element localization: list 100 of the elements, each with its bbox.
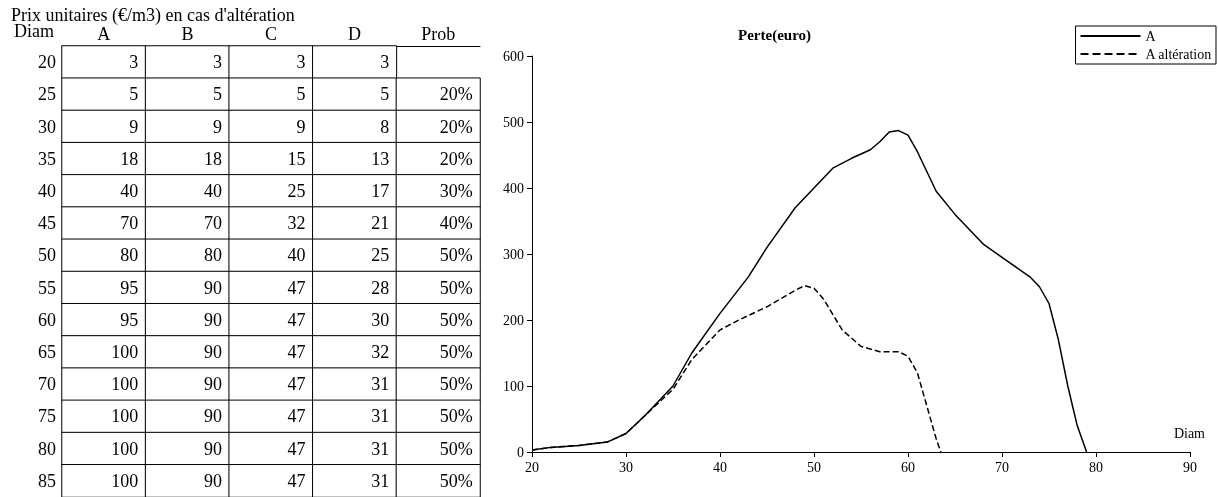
data-label: 40 [120,180,139,201]
y-tick-label: 45 [38,213,56,234]
data-label: 47 [287,309,306,330]
y-tick-label: 20 [38,52,56,73]
data-label: 47 [287,470,306,491]
y-tick-label: 40 [38,180,56,201]
data-label: 31 [371,374,390,395]
data-label: 70 [203,213,222,234]
data-label: 25 [371,245,390,266]
data-label: 47 [287,342,306,363]
x-tick-label: 20 [525,459,539,475]
data-label: 30 [371,309,390,330]
data-label: 90 [203,438,222,459]
data-label: 40 [203,180,222,201]
legend-label: A altération [1145,46,1212,62]
y-tick-label: 85 [38,470,56,491]
data-label: 80 [120,245,139,266]
x-axis-title: Diam [1173,425,1206,441]
y-tick-label: 30 [38,116,56,137]
data-label: 3 [296,52,306,73]
x-tick-label: C [264,24,278,44]
data-label: 50% [439,277,473,298]
data-label: 100 [111,374,139,395]
data-label: 25 [287,180,306,201]
data-label: 40 [287,245,306,266]
x-tick-label: B [181,24,194,44]
data-label: 70 [120,213,139,234]
data-label: 100 [111,406,139,427]
y-tick-label: 65 [38,342,56,363]
y-tick-label: 200 [503,312,524,328]
data-label: 100 [111,438,139,459]
data-label: 18 [203,148,222,169]
y-tick-label: 300 [503,246,524,262]
data-label: 32 [371,342,390,363]
data-label: 31 [371,470,390,491]
data-label: 47 [287,374,306,395]
y-tick-label: 500 [503,114,524,130]
data-label: 47 [287,277,306,298]
data-label: 50% [439,438,473,459]
data-label: 100 [111,342,139,363]
y-tick-label: 50 [38,245,56,266]
data-label: 90 [203,277,222,298]
data-label: 90 [203,309,222,330]
data-label: 31 [371,438,390,459]
y-tick-label: 100 [503,378,524,394]
x-tick-label: A [97,24,111,44]
data-label: 50% [439,309,473,330]
data-label: 90 [203,374,222,395]
y-tick-label: 0 [517,444,524,460]
data-label: 47 [287,438,306,459]
data-label: 50% [439,406,473,427]
data-label: 90 [203,342,222,363]
x-tick-label: 60 [901,459,915,475]
data-label: 15 [287,148,306,169]
data-label: 5 [129,84,139,105]
data-label: 32 [287,213,306,234]
data-label: 5 [296,84,306,105]
data-label: 50% [439,374,473,395]
data-label: 20% [439,116,473,137]
x-tick-label: 90 [1183,459,1197,475]
data-label: 5 [380,84,390,105]
x-tick-label: 70 [995,459,1009,475]
data-label: 17 [371,180,390,201]
data-label: 9 [296,116,306,137]
y-tick-label: 75 [38,406,56,427]
x-tick-label: 80 [1089,459,1103,475]
data-label: 13 [371,148,390,169]
y-tick-label: 400 [503,180,524,196]
data-label: 21 [371,213,390,234]
data-label: 8 [380,116,390,137]
y-tick-label: 25 [38,84,56,105]
y-axis-title: Diam [14,21,54,41]
data-label: 3 [380,52,390,73]
data-label: 30% [439,180,473,201]
data-label: 40% [439,213,473,234]
data-label: 47 [287,406,306,427]
x-tick-label: 40 [713,459,727,475]
data-label: 50% [439,245,473,266]
x-tick-label: 30 [619,459,633,475]
y-tick-label: 70 [38,374,56,395]
data-label: 31 [371,406,390,427]
x-tick-label: Prob [421,24,456,44]
data-label: 50% [439,342,473,363]
data-label: 28 [371,277,390,298]
y-tick-label: 60 [38,309,56,330]
data-label: 3 [212,52,222,73]
y-tick-label: 35 [38,148,56,169]
x-tick-label: D [348,24,362,44]
data-label: 50% [439,470,473,491]
data-label: 5 [212,84,222,105]
y-tick-label: 55 [38,277,56,298]
y-tick-label: 80 [38,438,56,459]
data-label: 95 [120,277,139,298]
chart-title: Perte(euro) [738,26,812,44]
y-tick-label: 600 [503,48,524,64]
data-label: 20% [439,148,473,169]
data-label: 20% [439,84,473,105]
data-label: 18 [120,148,139,169]
data-label: 3 [129,52,139,73]
data-label: 90 [203,406,222,427]
